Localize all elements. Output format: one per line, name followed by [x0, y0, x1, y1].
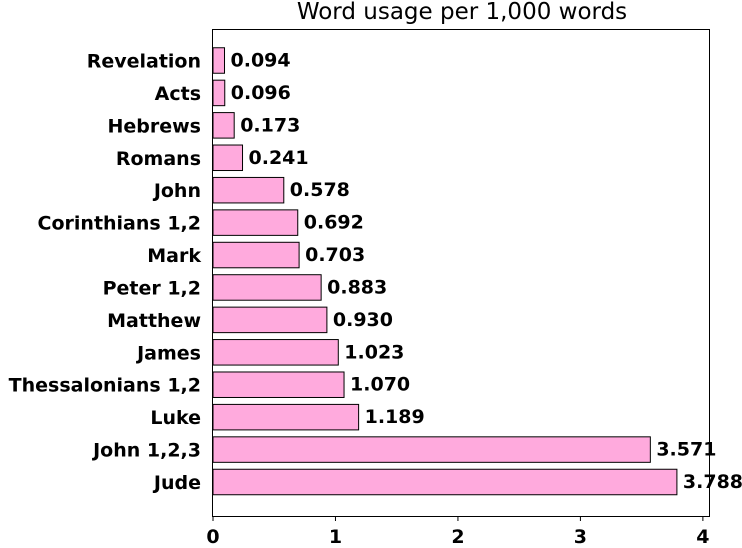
value-label-10: 1.070 [350, 374, 410, 396]
bar-11 [212, 403, 360, 431]
bar-7 [212, 274, 322, 301]
value-labels-group: 0.094 0.096 0.173 0.241 0.578 0.692 0.703 0.883… [231, 50, 742, 494]
value-label-3: 0.241 [249, 147, 309, 169]
x-tick-label-4: 4 [696, 526, 709, 548]
value-label-7: 0.883 [327, 276, 387, 298]
category-label-6: Mark [147, 245, 201, 267]
category-label-3: Romans [116, 148, 201, 170]
category-label-12: John 1,2,3 [91, 440, 201, 462]
value-label-2: 0.173 [240, 114, 300, 136]
category-label-8: Matthew [107, 310, 201, 332]
value-label-6: 0.703 [305, 244, 365, 266]
bar-12 [212, 436, 651, 463]
bar-5 [212, 209, 299, 236]
value-label-9: 1.023 [344, 341, 404, 363]
x-axis: 0 1 2 3 4 [206, 516, 709, 548]
category-label-10: Thessalonians 1,2 [9, 375, 201, 397]
bar-4 [212, 176, 285, 204]
category-label-7: Peter 1,2 [103, 277, 201, 299]
bar-1 [212, 79, 226, 107]
category-label-5: Corinthians 1,2 [38, 213, 201, 235]
category-label-9: James [135, 342, 201, 364]
x-tick-label-2: 2 [451, 526, 464, 548]
value-label-8: 0.930 [333, 309, 393, 331]
bar-0 [212, 47, 226, 74]
x-tick-label-3: 3 [574, 526, 587, 548]
bar-9 [212, 339, 339, 366]
x-tick-label-1: 1 [329, 526, 342, 548]
category-label-1: Acts [155, 83, 201, 105]
bars-group [212, 47, 678, 496]
category-label-11: Luke [150, 407, 201, 429]
value-label-4: 0.578 [290, 179, 350, 201]
plot-area-frame [212, 29, 710, 517]
bar-6 [212, 241, 300, 269]
value-label-11: 1.189 [365, 406, 425, 428]
bar-3 [212, 144, 244, 172]
category-labels-group: Revelation Acts Hebrews Romans John Corinthia… [9, 51, 202, 495]
value-label-12: 3.571 [656, 439, 716, 461]
category-label-4: John [152, 180, 201, 202]
chart-title: Word usage per 1,000 words [297, 0, 627, 25]
bar-13 [212, 468, 678, 496]
x-tick-label-0: 0 [206, 526, 219, 548]
category-label-13: Jude [152, 472, 201, 494]
category-label-0: Revelation [87, 51, 201, 73]
value-label-0: 0.094 [231, 50, 291, 72]
value-label-5: 0.692 [304, 212, 364, 234]
value-label-13: 3.788 [683, 471, 742, 493]
value-label-1: 0.096 [231, 82, 291, 104]
bar-8 [212, 306, 328, 334]
category-label-2: Hebrews [107, 115, 201, 137]
bar-2 [212, 112, 235, 139]
bar-10 [212, 371, 345, 398]
